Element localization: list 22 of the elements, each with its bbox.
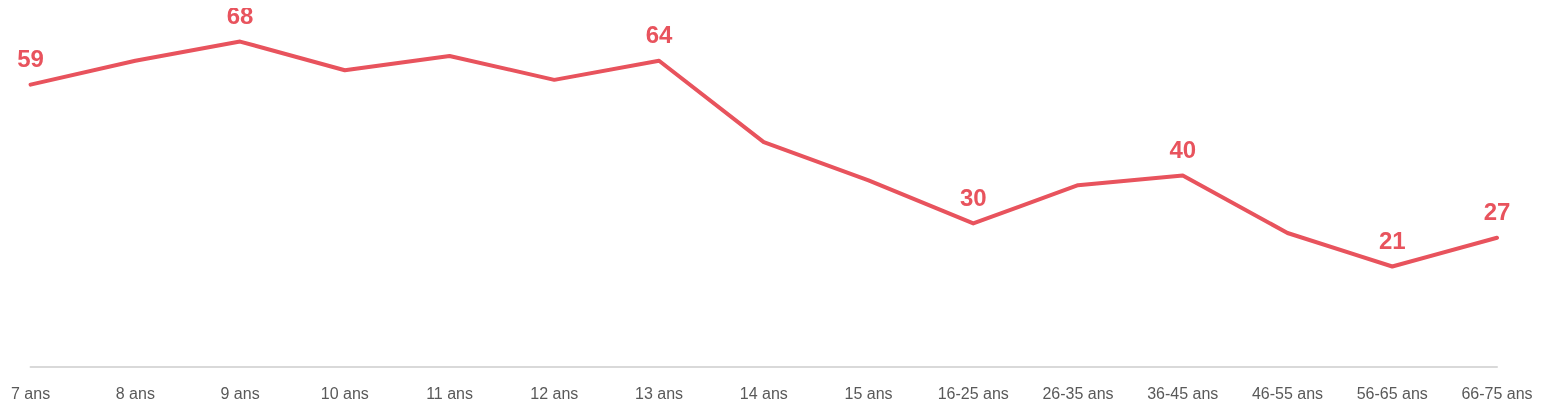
x-tick-label: 13 ans bbox=[635, 384, 684, 402]
data-label: 30 bbox=[959, 183, 987, 211]
x-tick-label: 16-25 ans bbox=[937, 384, 1009, 402]
data-label: 40 bbox=[1169, 136, 1197, 164]
x-tick-label: 26-35 ans bbox=[1042, 384, 1114, 402]
x-tick-label: 15 ans bbox=[844, 384, 893, 402]
x-tick-label: 11 ans bbox=[426, 384, 473, 402]
data-label: 64 bbox=[645, 21, 674, 49]
data-label: 59 bbox=[17, 45, 44, 73]
data-label: 68 bbox=[226, 2, 254, 30]
x-tick-label: 56-65 ans bbox=[1356, 384, 1428, 402]
x-tick-label: 7 ans bbox=[11, 384, 51, 402]
x-tick-label: 66-75 ans bbox=[1461, 384, 1533, 402]
x-tick-label: 10 ans bbox=[320, 384, 369, 402]
x-tick-label: 8 ans bbox=[115, 384, 155, 402]
data-label: 21 bbox=[1378, 227, 1406, 254]
x-tick-label: 36-45 ans bbox=[1147, 384, 1219, 402]
x-tick-label: 14 ans bbox=[739, 384, 788, 402]
x-tick-label: 12 ans bbox=[530, 384, 579, 402]
x-tick-label: 9 ans bbox=[220, 384, 260, 402]
data-label: 27 bbox=[1483, 198, 1511, 226]
x-tick-label: 46-55 ans bbox=[1251, 384, 1324, 402]
